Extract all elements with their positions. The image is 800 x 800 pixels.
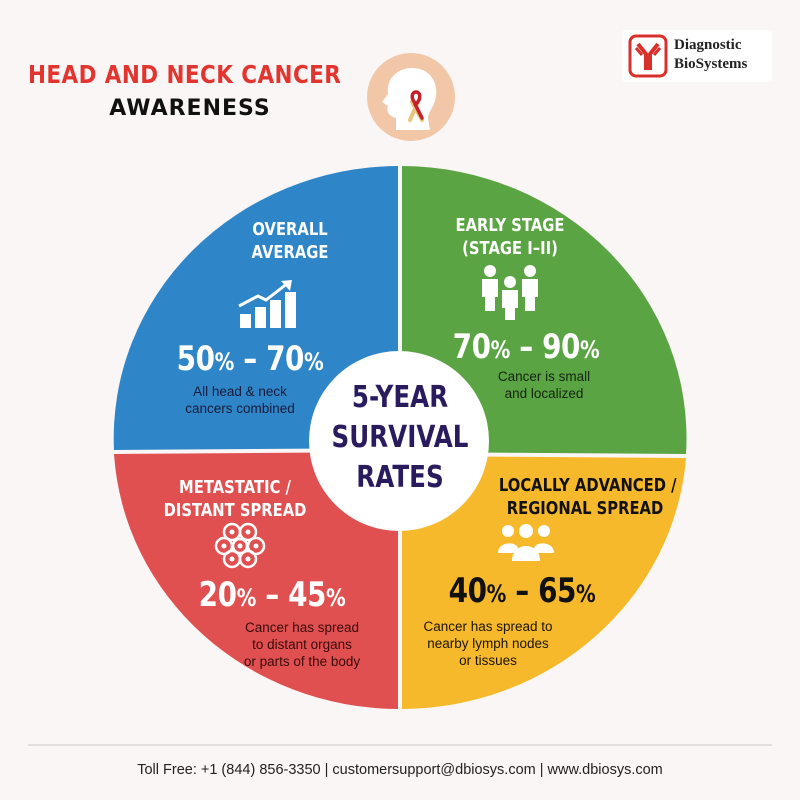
title-secondary: AWARENESS bbox=[109, 96, 271, 121]
regional-desc-line3: or tissues bbox=[459, 653, 517, 668]
early-desc-line2: and localized bbox=[504, 386, 584, 401]
metastatic-range-low: 20 bbox=[198, 575, 237, 615]
center-title: 5-YEAR SURVIVAL RATES bbox=[326, 378, 474, 498]
overall-desc-line2: cancers combined bbox=[185, 401, 295, 416]
metastatic-description: Cancer has spread to distant organs or p… bbox=[232, 619, 372, 670]
metastatic-title-line1: METASTATIC / bbox=[179, 477, 291, 498]
regional-title-line1: LOCALLY ADVANCED / bbox=[498, 475, 677, 496]
regional-title: LOCALLY ADVANCED / REGIONAL SPREAD bbox=[498, 474, 677, 520]
overall-desc-line1: All head & neck bbox=[193, 384, 287, 399]
title-primary: HEAD AND NECK CANCER bbox=[28, 60, 342, 89]
center-line3: RATES bbox=[356, 460, 444, 495]
metastatic-title-line2: DISTANT SPREAD bbox=[163, 500, 307, 521]
antibody-y-icon bbox=[628, 34, 668, 78]
group-icon bbox=[498, 524, 554, 561]
metastatic-range-high: 45 bbox=[288, 575, 327, 615]
metastatic-range: 20% – 45% bbox=[190, 576, 354, 617]
overall-title: OVERALL AVERAGE bbox=[216, 218, 364, 264]
footer-contact: Toll Free: +1 (844) 856-3350 | customers… bbox=[137, 762, 663, 778]
early-range-high: 90 bbox=[542, 327, 581, 367]
pct-sign: % bbox=[214, 348, 235, 376]
pct-sign: % bbox=[580, 336, 600, 364]
metastatic-title: METASTATIC / DISTANT SPREAD bbox=[157, 476, 313, 522]
range-dash: – bbox=[265, 575, 279, 615]
range-dash: – bbox=[519, 327, 533, 367]
metastatic-desc-line1: Cancer has spread bbox=[244, 620, 360, 635]
footer-divider bbox=[28, 744, 772, 746]
early-title: EARLY STAGE (STAGE I–II) bbox=[436, 214, 584, 260]
early-range-low: 70 bbox=[452, 327, 491, 367]
early-title-line1: EARLY STAGE bbox=[455, 215, 565, 236]
head-profile-ribbon-icon bbox=[367, 53, 455, 141]
early-range: 70% – 90% bbox=[444, 328, 608, 369]
overall-title-line1: OVERALL bbox=[252, 219, 328, 240]
quadrant-regional bbox=[402, 456, 686, 709]
regional-range: 40% – 65% bbox=[440, 572, 604, 613]
metastatic-desc-line2: to distant organs bbox=[252, 637, 352, 652]
early-desc-line1: Cancer is small bbox=[497, 369, 591, 384]
overall-range-low: 50 bbox=[176, 339, 215, 379]
regional-title-line2: REGIONAL SPREAD bbox=[506, 498, 664, 519]
regional-range-low: 40 bbox=[448, 571, 487, 611]
three-people-icon bbox=[482, 265, 538, 320]
regional-range-high: 65 bbox=[538, 571, 577, 611]
pct-sign: % bbox=[304, 348, 324, 376]
center-line1: 5-YEAR bbox=[351, 380, 449, 415]
early-title-line2: (STAGE I–II) bbox=[462, 238, 558, 259]
logo-line2: BioSystems bbox=[674, 56, 748, 72]
overall-range: 50% – 70% bbox=[168, 340, 332, 381]
overall-description: All head & neck cancers combined bbox=[160, 383, 320, 417]
range-dash: – bbox=[515, 571, 529, 611]
company-logo[interactable]: Diagnostic BioSystems bbox=[622, 30, 772, 82]
regional-desc-line1: Cancer has spread to bbox=[423, 619, 553, 634]
early-description: Cancer is small and localized bbox=[484, 368, 604, 402]
regional-description: Cancer has spread to nearby lymph nodes … bbox=[418, 618, 558, 669]
quadrant-early bbox=[402, 166, 687, 454]
overall-title-line2: AVERAGE bbox=[251, 242, 329, 263]
pct-sign: % bbox=[236, 584, 257, 612]
pct-sign: % bbox=[486, 580, 507, 608]
center-line2: SURVIVAL bbox=[331, 420, 469, 455]
regional-desc-line2: nearby lymph nodes bbox=[427, 636, 549, 651]
pct-sign: % bbox=[576, 580, 596, 608]
quadrant-metastatic bbox=[114, 452, 398, 709]
metastatic-desc-line3: or parts of the body bbox=[243, 654, 361, 669]
growth-chart-icon bbox=[238, 280, 296, 328]
pct-sign: % bbox=[326, 584, 346, 612]
overall-range-high: 70 bbox=[266, 339, 305, 379]
range-dash: – bbox=[243, 339, 257, 379]
pct-sign: % bbox=[490, 336, 511, 364]
logo-line1: Diagnostic bbox=[674, 37, 742, 53]
cell-cluster-icon bbox=[214, 522, 266, 569]
